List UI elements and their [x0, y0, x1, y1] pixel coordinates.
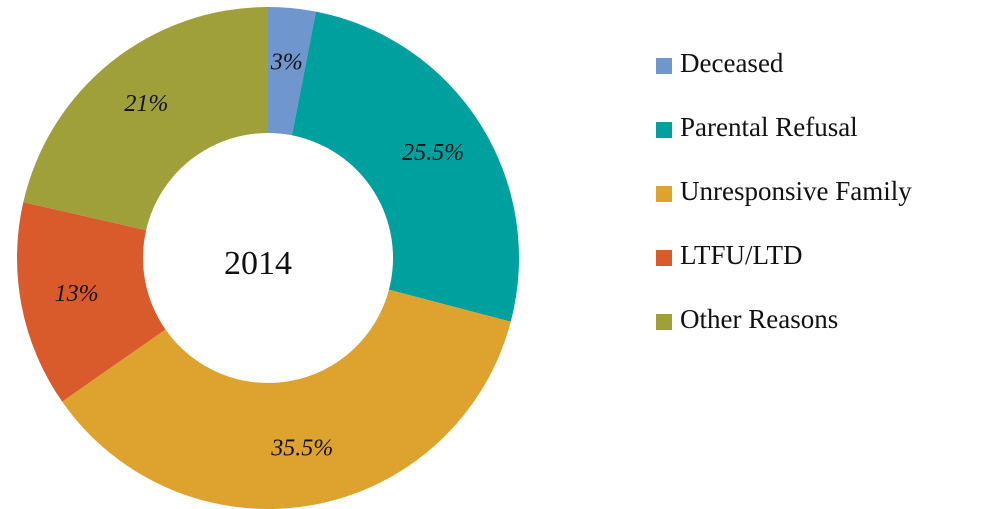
data-label: 13% [55, 281, 99, 307]
data-label: 25.5% [402, 140, 464, 166]
donut-slice [16, 202, 166, 402]
legend-swatch [656, 58, 672, 74]
data-label: 3% [270, 49, 303, 75]
legend-swatch [656, 186, 672, 202]
legend-swatch [656, 314, 672, 330]
donut-slice [23, 7, 269, 231]
center-label: 2014 [224, 245, 292, 282]
legend-label: Unresponsive Family [680, 176, 912, 206]
legend-label: Parental Refusal [680, 112, 858, 142]
legend-label: LTFU/LTD [680, 240, 803, 270]
data-label: 21% [124, 91, 168, 117]
legend-label: Deceased [680, 48, 784, 78]
donut-slice [291, 11, 519, 322]
legend-swatch [656, 250, 672, 266]
legend-label: Other Reasons [680, 304, 838, 334]
legend-swatch [656, 122, 672, 138]
donut-slice [268, 7, 316, 136]
donut-slice [62, 289, 511, 509]
data-label: 35.5% [270, 435, 333, 461]
